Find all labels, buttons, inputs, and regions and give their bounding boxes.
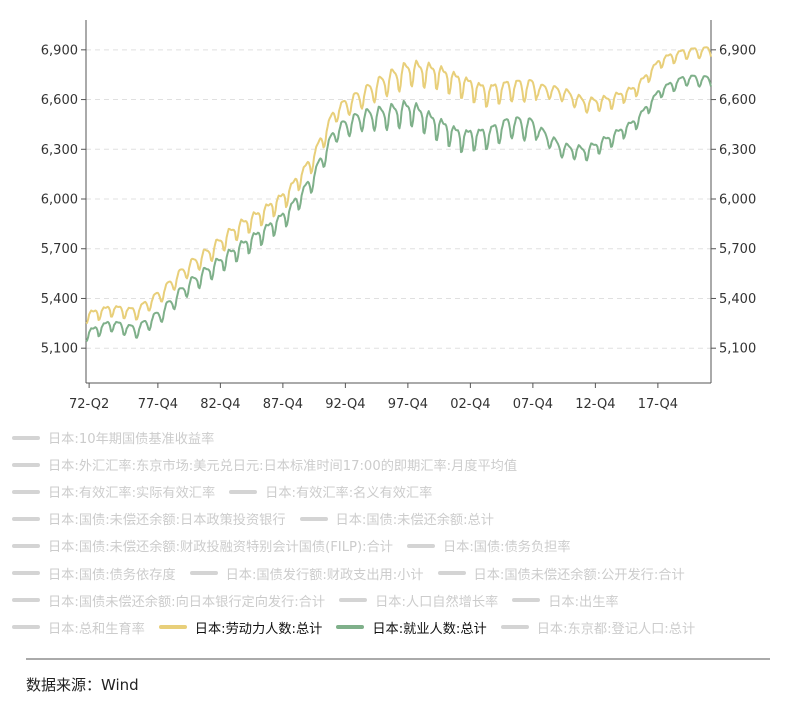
legend-swatch	[512, 598, 541, 603]
legend-row: 日本:国债:未偿还余额:日本政策投资银行 日本:国债:未偿还余额:总计	[12, 505, 787, 532]
x-tick-label: 82-Q4	[200, 397, 240, 412]
legend-label: 日本:国债:债务依存度	[48, 567, 176, 583]
series-line-1	[85, 46, 712, 325]
legend-swatch	[12, 571, 40, 576]
legend-swatch	[12, 543, 40, 548]
y-axis-left-ticks: 5,100 5,400 5,700 6,000 6,300 6,600 6,900	[41, 43, 86, 357]
legend-label: 日本:有效汇率:名义有效汇率	[265, 486, 433, 502]
y-tick-label-left: 6,600	[41, 93, 78, 108]
legend-swatch	[12, 435, 40, 440]
legend-item[interactable]: 日本:外汇汇率:东京市场:美元兑日元:日本标准时间17:00的即期汇率:月度平均…	[12, 455, 517, 474]
legend-item[interactable]: 日本:就业人数:总计	[336, 618, 487, 637]
x-tick-label: 12-Q4	[575, 397, 615, 412]
legend-swatch	[336, 625, 365, 630]
legend-swatch	[12, 516, 40, 521]
axes	[85, 20, 712, 384]
legend-label: 日本:国债:未偿还余额:日本政策投资银行	[48, 513, 286, 529]
legend-label: 日本:国债:债务负担率	[442, 540, 571, 556]
legend-item[interactable]: 日本:劳动力人数:总计	[158, 618, 323, 637]
legend-label: 日本:国债未偿还余额:公开发行:合计	[473, 567, 685, 583]
x-tick-label: 02-Q4	[450, 397, 490, 412]
y-tick-label-right: 5,100	[719, 342, 756, 357]
legend-item[interactable]: 日本:国债未偿还余额:向日本银行定向发行:合计	[12, 591, 325, 610]
x-tick-label: 97-Q4	[388, 397, 428, 412]
y-tick-label-left: 5,400	[41, 292, 78, 307]
legend-item[interactable]: 日本:有效汇率:名义有效汇率	[229, 482, 432, 501]
footer-divider	[26, 658, 770, 660]
legend-item[interactable]: 日本:国债:未偿还余额:财政投融资特别会计国债(FILP):合计	[12, 536, 393, 555]
legend-item[interactable]: 日本:出生率	[512, 591, 619, 610]
y-tick-label-left: 6,000	[41, 193, 78, 208]
legend-row: 日本:国债未偿还余额:向日本银行定向发行:合计 日本:人口自然增长率 日本:出生率	[12, 587, 787, 614]
legend-label: 日本:外汇汇率:东京市场:美元兑日元:日本标准时间17:00的即期汇率:月度平均…	[48, 459, 518, 475]
gridlines	[86, 49, 711, 349]
legend-item[interactable]: 日本:国债:未偿还余额:日本政策投资银行	[12, 509, 286, 528]
legend-swatch	[12, 462, 40, 467]
x-tick-label: 07-Q4	[513, 397, 553, 412]
legend-item[interactable]: 日本:有效汇率:实际有效汇率	[12, 482, 215, 501]
data-source: 数据来源：Wind	[26, 676, 139, 694]
legend-label: 日本:就业人数:总计	[372, 621, 487, 637]
chart-legend: 日本:10年期国债基准收益率日本:外汇汇率:东京市场:美元兑日元:日本标准时间1…	[12, 424, 787, 641]
x-tick-label: 72-Q2	[69, 397, 109, 412]
legend-swatch	[437, 571, 466, 576]
y-tick-label-left: 5,100	[41, 342, 78, 357]
y-tick-label-right: 6,600	[719, 93, 756, 108]
legend-label: 日本:有效汇率:实际有效汇率	[48, 486, 216, 502]
legend-item[interactable]: 日本:10年期国债基准收益率	[12, 428, 214, 447]
legend-item[interactable]: 日本:人口自然增长率	[339, 591, 498, 610]
legend-row: 日本:国债:未偿还余额:财政投融资特别会计国债(FILP):合计 日本:国债:债务…	[12, 532, 787, 559]
series-line-2	[85, 74, 712, 343]
legend-swatch	[229, 489, 258, 494]
legend-item[interactable]: 日本:国债:债务依存度	[12, 564, 176, 583]
legend-item[interactable]: 日本:国债未偿还余额:公开发行:合计	[437, 564, 685, 583]
y-axis-right-ticks: 5,100 5,400 5,700 6,000 6,300 6,600 6,900	[711, 43, 756, 357]
legend-label: 日本:人口自然增长率	[375, 594, 499, 610]
y-tick-label-right: 5,700	[719, 242, 756, 257]
legend-swatch	[500, 625, 529, 630]
y-tick-label-left: 6,300	[41, 143, 78, 158]
legend-label: 日本:劳动力人数:总计	[194, 621, 323, 637]
legend-label: 日本:国债发行额:财政支出用:小计	[225, 567, 424, 583]
legend-label: 日本:东京都:登记人口:总计	[536, 621, 696, 637]
legend-item[interactable]: 日本:总和生育率	[12, 618, 145, 637]
legend-label: 日本:10年期国债基准收益率	[48, 432, 215, 448]
legend-row: 日本:外汇汇率:东京市场:美元兑日元:日本标准时间17:00的即期汇率:月度平均…	[12, 451, 787, 478]
legend-item[interactable]: 日本:国债:债务负担率	[406, 536, 571, 556]
legend-swatch	[12, 625, 40, 630]
x-tick-label: 87-Q4	[263, 397, 303, 412]
y-tick-label-right: 6,000	[719, 193, 756, 208]
y-tick-label-left: 6,900	[41, 43, 78, 58]
x-axis-ticks: 72-Q2 77-Q4 82-Q4 87-Q4 92-Q4 97-Q4 02-Q4 07-Q4…	[69, 383, 678, 412]
legend-swatch	[158, 625, 187, 630]
legend-row: 日本:国债:债务依存度 日本:国债发行额:财政支出用:小计 日本:国债未偿还余额:公…	[12, 559, 787, 586]
legend-swatch	[299, 516, 328, 521]
x-tick-label: 77-Q4	[138, 397, 178, 412]
legend-label: 日本:出生率	[548, 594, 619, 610]
legend-label: 日本:国债:未偿还余额:总计	[335, 513, 494, 529]
legend-row: 日本:有效汇率:实际有效汇率 日本:有效汇率:名义有效汇率	[12, 478, 787, 505]
legend-swatch	[12, 489, 40, 494]
y-tick-label-right: 5,400	[719, 292, 756, 307]
x-tick-label: 17-Q4	[638, 397, 678, 412]
legend-label: 日本:国债:未偿还余额:财政投融资特别会计国债(FILP):合计	[48, 540, 393, 556]
legend-row: 日本:总和生育率 日本:劳动力人数:总计 日本:就业人数:总计 日本:东京都:登记人口…	[12, 614, 787, 641]
line-chart: 5,100 5,400 5,700 6,000 6,300 6,600 6,900 5,10…	[41, 20, 756, 412]
legend-swatch	[12, 598, 40, 603]
y-tick-label-left: 5,700	[41, 242, 78, 257]
legend-row: 日本:10年期国债基准收益率	[12, 424, 787, 451]
legend-item[interactable]: 日本:国债:未偿还余额:总计	[299, 509, 494, 529]
legend-swatch	[339, 598, 368, 603]
y-tick-label-right: 6,300	[719, 143, 756, 158]
legend-swatch	[406, 543, 435, 548]
legend-label: 日本:国债未偿还余额:向日本银行定向发行:合计	[48, 594, 326, 610]
legend-item[interactable]: 日本:东京都:登记人口:总计	[500, 618, 696, 637]
x-tick-label: 92-Q4	[325, 397, 365, 412]
y-tick-label-right: 6,900	[719, 43, 756, 58]
series-lines	[85, 46, 712, 343]
legend-label: 日本:总和生育率	[48, 621, 145, 637]
legend-item[interactable]: 日本:国债发行额:财政支出用:小计	[189, 564, 424, 583]
legend-swatch	[189, 571, 218, 576]
